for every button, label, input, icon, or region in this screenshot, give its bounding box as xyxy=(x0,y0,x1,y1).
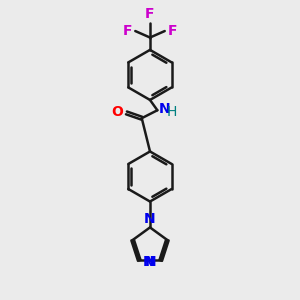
Text: N: N xyxy=(144,212,156,226)
Text: N: N xyxy=(145,255,157,269)
Text: F: F xyxy=(145,7,155,21)
Text: F: F xyxy=(123,24,133,38)
Text: H: H xyxy=(167,105,178,119)
Text: F: F xyxy=(167,24,177,38)
Text: N: N xyxy=(159,102,170,116)
Text: O: O xyxy=(112,105,124,119)
Text: N: N xyxy=(143,255,155,269)
